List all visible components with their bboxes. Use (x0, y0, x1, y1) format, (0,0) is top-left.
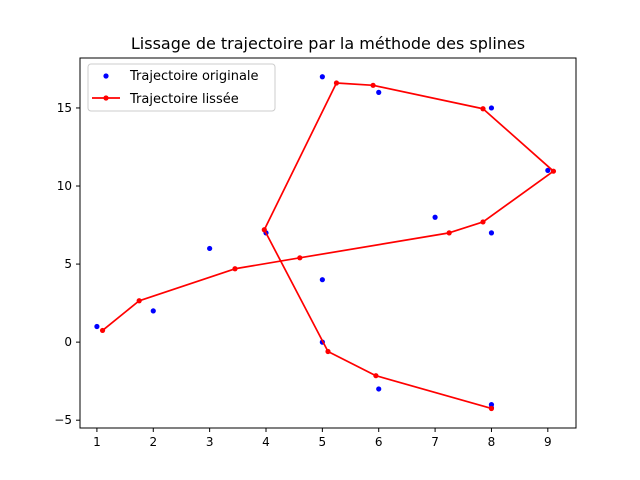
y-tick-label: −5 (54, 413, 72, 427)
data-point-original (432, 214, 438, 220)
legend-marker-smoothed (103, 95, 109, 101)
data-point-smoothed (488, 405, 495, 412)
y-tick-label: 15 (57, 101, 72, 115)
plot-layer (94, 74, 557, 412)
data-point-original (319, 74, 325, 80)
legend: Trajectoire originale Trajectoire lissée (87, 63, 276, 112)
legend-label-smoothed: Trajectoire lissée (129, 92, 239, 107)
data-point-original (488, 230, 495, 236)
data-point-smoothed (333, 80, 340, 86)
legend-label-original: Trajectoire originale (129, 69, 259, 84)
axes-frame (79, 57, 577, 429)
data-point-smoothed (297, 255, 303, 261)
legend-box (87, 63, 276, 112)
y-tick-label: 10 (57, 179, 72, 193)
data-point-original (488, 105, 495, 111)
data-point-smoothed (325, 348, 331, 355)
data-point-smoothed (261, 227, 267, 233)
x-tick-label: 6 (375, 435, 383, 449)
x-tick-label: 1 (93, 435, 101, 449)
data-point-original (376, 386, 382, 392)
x-tick-label: 3 (206, 435, 214, 449)
data-point-original (319, 277, 325, 283)
data-point-smoothed (99, 327, 106, 334)
data-point-original (545, 167, 551, 174)
data-point-smoothed (446, 230, 452, 236)
x-tick-label: 8 (488, 435, 496, 449)
x-tick-label: 7 (431, 435, 439, 449)
series-line-smoothed (102, 82, 555, 410)
y-tick-label: 0 (64, 335, 72, 349)
chart-title: Lissage de trajectoire par la méthode de… (131, 34, 525, 53)
data-point-original (150, 308, 156, 314)
data-point-original (376, 89, 382, 95)
x-tick-label: 4 (262, 435, 270, 449)
data-point-smoothed (480, 106, 486, 112)
data-point-original (207, 245, 213, 252)
x-tick-label: 5 (319, 435, 327, 449)
y-tick-label: 5 (64, 257, 72, 271)
data-point-smoothed (232, 266, 238, 272)
data-point-smoothed (136, 298, 142, 304)
data-point-original (94, 323, 100, 330)
y-axis-ticks: −5 0 5 10 15 (54, 101, 80, 427)
x-axis-ticks: 1 2 3 4 5 6 7 8 9 (93, 428, 552, 449)
x-tick-label: 2 (149, 435, 157, 449)
data-point-smoothed (373, 373, 379, 379)
x-tick-label: 9 (544, 435, 552, 449)
data-point-smoothed (550, 168, 557, 174)
legend-marker-original (103, 73, 109, 79)
data-point-smoothed (480, 219, 486, 225)
data-point-smoothed (370, 82, 376, 88)
